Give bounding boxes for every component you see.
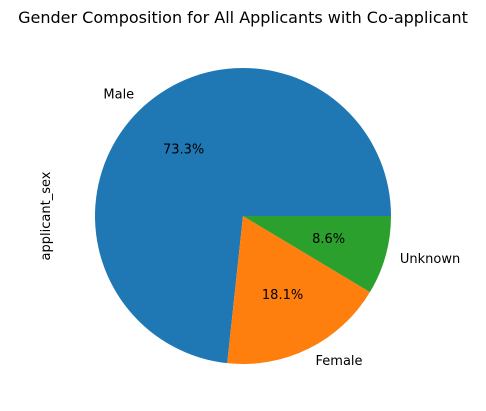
pie-slice-female (227, 216, 370, 365)
y-axis-label: applicant_sex (39, 171, 54, 260)
pie-value-label-unknown: 8.6% (312, 232, 345, 247)
chart-title: Gender Composition for All Applicants wi… (18, 8, 468, 27)
pie-label-male: Male (103, 87, 134, 102)
pie-label-female: Female (316, 354, 363, 369)
pie-label-unknown: Unknown (400, 252, 460, 267)
pie-labels: Male 73.3% Female 18.1% Unknown 8.6% (103, 87, 460, 369)
pie-slice-unknown (243, 216, 391, 293)
pie-value-label-female: 18.1% (262, 288, 303, 303)
pie-slice-male (95, 68, 392, 364)
pie-slices (95, 68, 392, 365)
pie-value-label-male: 73.3% (163, 142, 204, 157)
